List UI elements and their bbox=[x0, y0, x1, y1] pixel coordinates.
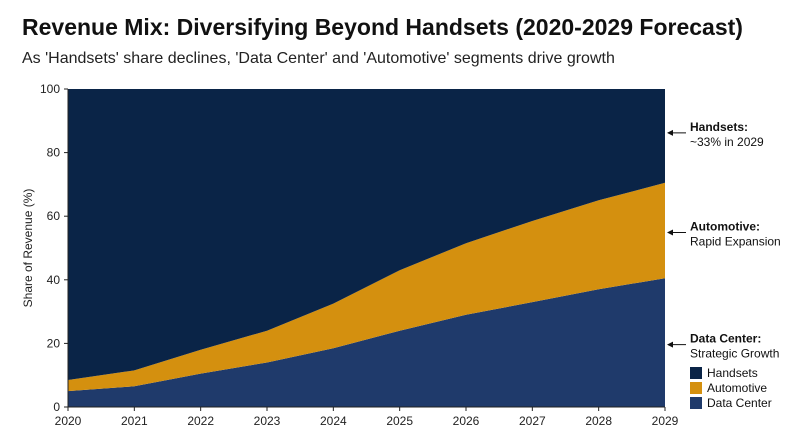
y-axis-label: Share of Revenue (%) bbox=[21, 189, 35, 308]
y-tick-label: 20 bbox=[47, 336, 61, 350]
area-handsets bbox=[68, 89, 665, 380]
axes-layer bbox=[67, 89, 665, 408]
legend-label: Data Center bbox=[707, 396, 772, 410]
y-tick-label: 60 bbox=[47, 209, 61, 223]
annotation-automotive: Automotive:Rapid Expansion bbox=[667, 220, 781, 249]
legend-item-handsets: Handsets bbox=[690, 366, 758, 380]
legend-swatch bbox=[690, 397, 702, 409]
x-tick-label: 2023 bbox=[254, 414, 281, 428]
annotation-handsets: Handsets:~33% in 2029 bbox=[667, 120, 764, 149]
chart-subtitle: As 'Handsets' share declines, 'Data Cent… bbox=[22, 50, 615, 67]
annotation-text: ~33% in 2029 bbox=[690, 135, 764, 149]
x-tick-label: 2028 bbox=[585, 414, 612, 428]
x-tick-label: 2027 bbox=[519, 414, 546, 428]
legend-label: Automotive bbox=[707, 381, 767, 395]
area-data-center bbox=[68, 278, 665, 407]
annotation-title: Automotive: bbox=[690, 220, 760, 234]
annotation-title: Data Center: bbox=[690, 332, 761, 346]
y-tick-label: 100 bbox=[40, 82, 60, 96]
annotation-data-center: Data Center:Strategic Growth bbox=[667, 332, 779, 361]
y-tick-label: 80 bbox=[47, 146, 61, 160]
annotation-arrowhead bbox=[667, 341, 673, 348]
area-layer bbox=[68, 89, 665, 407]
annotation-arrowhead bbox=[667, 129, 673, 136]
chart-title: Revenue Mix: Diversifying Beyond Handset… bbox=[22, 14, 743, 40]
area-automotive bbox=[68, 182, 665, 392]
legend-swatch bbox=[690, 367, 702, 379]
x-tick-labels: 2020 2021 2022 2023 2024 2025 2026 2027 2028 2029 bbox=[55, 407, 679, 428]
annotation-text: Rapid Expansion bbox=[690, 235, 781, 249]
y-tick-labels: 0 20 40 60 80 100 bbox=[40, 82, 68, 414]
annotation-title: Handsets: bbox=[690, 120, 748, 134]
x-tick-label: 2026 bbox=[453, 414, 480, 428]
x-tick-label: 2022 bbox=[187, 414, 214, 428]
legend-item-data-center: Data Center bbox=[690, 396, 772, 410]
legend-swatch bbox=[690, 382, 702, 394]
annotations-layer: Handsets:~33% in 2029 Automotive:Rapid Ex… bbox=[667, 120, 781, 361]
legend-item-automotive: Automotive bbox=[690, 381, 767, 395]
x-tick-label: 2025 bbox=[386, 414, 413, 428]
annotation-text: Strategic Growth bbox=[690, 347, 779, 361]
legend-label: Handsets bbox=[707, 366, 758, 380]
x-tick-label: 2024 bbox=[320, 414, 347, 428]
y-tick-label: 40 bbox=[47, 273, 61, 287]
x-tick-label: 2021 bbox=[121, 414, 148, 428]
y-tick-label: 0 bbox=[53, 400, 60, 414]
x-tick-label: 2020 bbox=[55, 414, 82, 428]
annotation-arrowhead bbox=[667, 229, 673, 236]
x-tick-label: 2029 bbox=[652, 414, 679, 428]
